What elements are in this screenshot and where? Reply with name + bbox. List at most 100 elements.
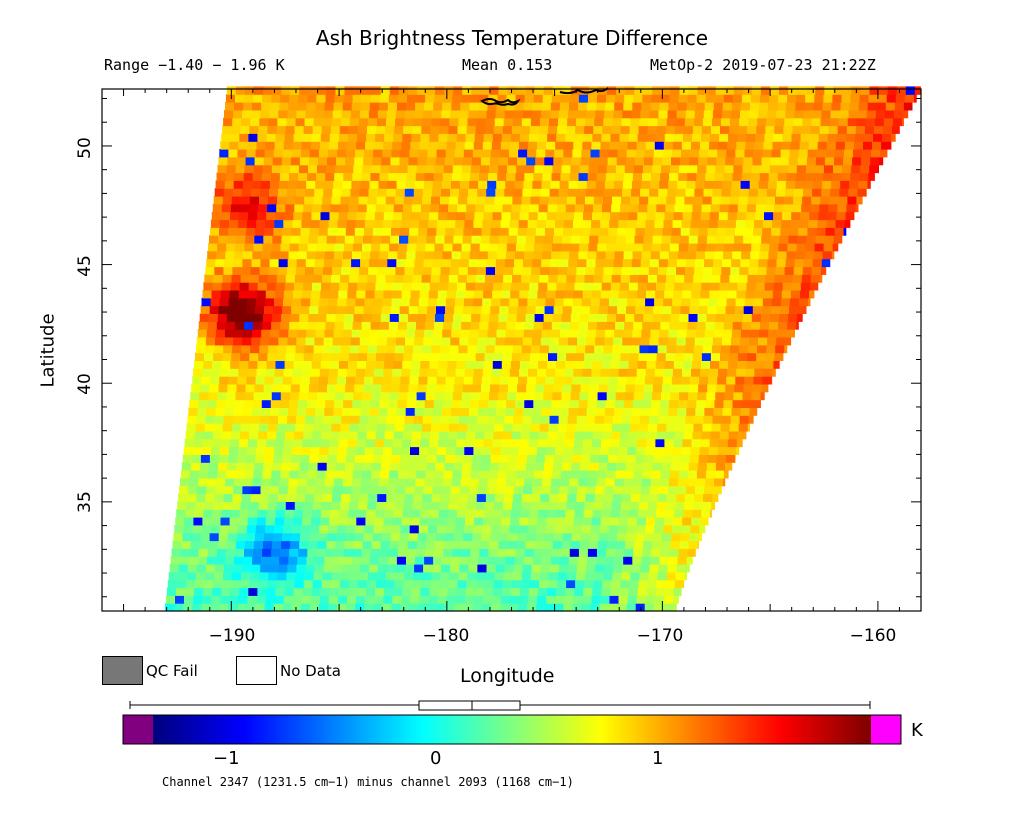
heatmap-cell	[303, 501, 314, 510]
heatmap-cell	[589, 305, 600, 314]
heatmap-cell	[518, 446, 529, 455]
heatmap-cell	[872, 141, 882, 150]
heatmap-cell	[201, 297, 212, 307]
heatmap-cell	[672, 524, 682, 534]
heatmap-cell	[373, 219, 384, 228]
heatmap-cell	[698, 305, 709, 314]
heatmap-cell	[582, 517, 593, 526]
heatmap-cell	[456, 509, 467, 518]
heatmap-cell	[502, 282, 512, 291]
heatmap-cell	[209, 305, 220, 314]
heatmap-cell	[581, 149, 592, 158]
heatmap-cell	[867, 102, 878, 111]
heatmap-cell	[722, 102, 733, 111]
heatmap-cell	[678, 243, 689, 252]
heatmap-cell	[502, 509, 512, 518]
heatmap-cell	[346, 446, 357, 455]
heatmap-cell	[308, 313, 318, 322]
heatmap-cell	[566, 125, 576, 134]
heatmap-cell	[585, 493, 596, 502]
heatmap-cell	[260, 485, 271, 495]
heatmap-cell	[337, 446, 348, 455]
heatmap-cell	[279, 172, 290, 181]
heatmap-cell	[472, 305, 482, 314]
heatmap-cell	[902, 109, 909, 119]
heatmap-cell	[581, 603, 592, 612]
heatmap-cell	[432, 407, 443, 416]
heatmap-cell	[445, 297, 456, 307]
heatmap-cell	[561, 86, 572, 95]
heatmap-cell	[453, 86, 463, 95]
heatmap-cell	[435, 540, 445, 549]
heatmap-cell	[764, 360, 774, 369]
heatmap-cell	[209, 454, 220, 463]
heatmap-cell	[272, 313, 282, 322]
heatmap-cell	[361, 477, 371, 487]
heatmap-cell	[467, 571, 478, 581]
heatmap-cell	[634, 235, 645, 244]
heatmap-cell	[332, 266, 342, 275]
heatmap-cell	[577, 556, 588, 565]
heatmap-cell	[363, 156, 373, 166]
heatmap-cell	[601, 587, 611, 596]
heatmap-cell	[701, 133, 711, 142]
heatmap-cell	[492, 360, 503, 369]
heatmap-cell	[282, 305, 292, 314]
heatmap-cell	[235, 86, 246, 95]
heatmap-cell	[781, 141, 792, 150]
heatmap-cell	[376, 579, 386, 589]
heatmap-cell	[541, 102, 552, 111]
heatmap-cell	[173, 532, 184, 542]
heatmap-cell	[541, 258, 551, 268]
heatmap-cell	[485, 117, 496, 127]
heatmap-cell	[846, 203, 857, 213]
heatmap-cell	[222, 352, 232, 361]
heatmap-cell	[342, 477, 353, 487]
heatmap-cell	[375, 203, 386, 213]
heatmap-cell	[584, 274, 595, 283]
heatmap-cell	[746, 133, 756, 142]
heatmap-cell	[307, 94, 318, 103]
heatmap-cell	[625, 86, 635, 95]
heatmap-cell	[222, 125, 232, 134]
heatmap-cell	[430, 274, 441, 283]
heatmap-cell	[781, 290, 792, 299]
heatmap-cell	[349, 423, 360, 432]
heatmap-cell	[422, 188, 433, 197]
heatmap-cell	[282, 532, 292, 542]
heatmap-cell	[683, 352, 694, 361]
heatmap-cell	[746, 282, 757, 291]
heatmap-cell	[361, 399, 371, 408]
heatmap-cell	[593, 352, 603, 361]
heatmap-cell	[587, 477, 597, 487]
heatmap-cell	[544, 305, 555, 314]
heatmap-cell	[332, 493, 342, 502]
heatmap-cell	[644, 305, 654, 314]
heatmap-cell	[324, 250, 335, 260]
heatmap-cell	[271, 391, 282, 401]
heatmap-cell	[604, 109, 614, 119]
heatmap-cell	[395, 493, 405, 502]
heatmap-cell	[518, 297, 529, 307]
heatmap-cell	[512, 196, 523, 205]
heatmap-cell	[697, 86, 708, 95]
heatmap-cell	[226, 470, 236, 479]
heatmap-cell	[383, 290, 394, 299]
heatmap-cell	[560, 250, 570, 260]
heatmap-cell	[569, 250, 579, 260]
heatmap-cell	[491, 595, 502, 604]
heatmap-cell	[676, 337, 687, 346]
colorbar-step	[823, 715, 827, 744]
heatmap-cell	[182, 454, 193, 463]
heatmap-cell	[603, 117, 613, 127]
heatmap-cell	[306, 329, 317, 338]
heatmap-cell	[597, 391, 608, 401]
heatmap-cell	[283, 595, 294, 604]
heatmap-cell	[330, 579, 341, 589]
heatmap-cell	[307, 172, 317, 181]
heatmap-cell	[572, 149, 583, 158]
heatmap-cell	[524, 399, 534, 408]
heatmap-cell	[430, 203, 440, 213]
heatmap-cell	[271, 243, 282, 252]
heatmap-cell	[439, 501, 450, 510]
